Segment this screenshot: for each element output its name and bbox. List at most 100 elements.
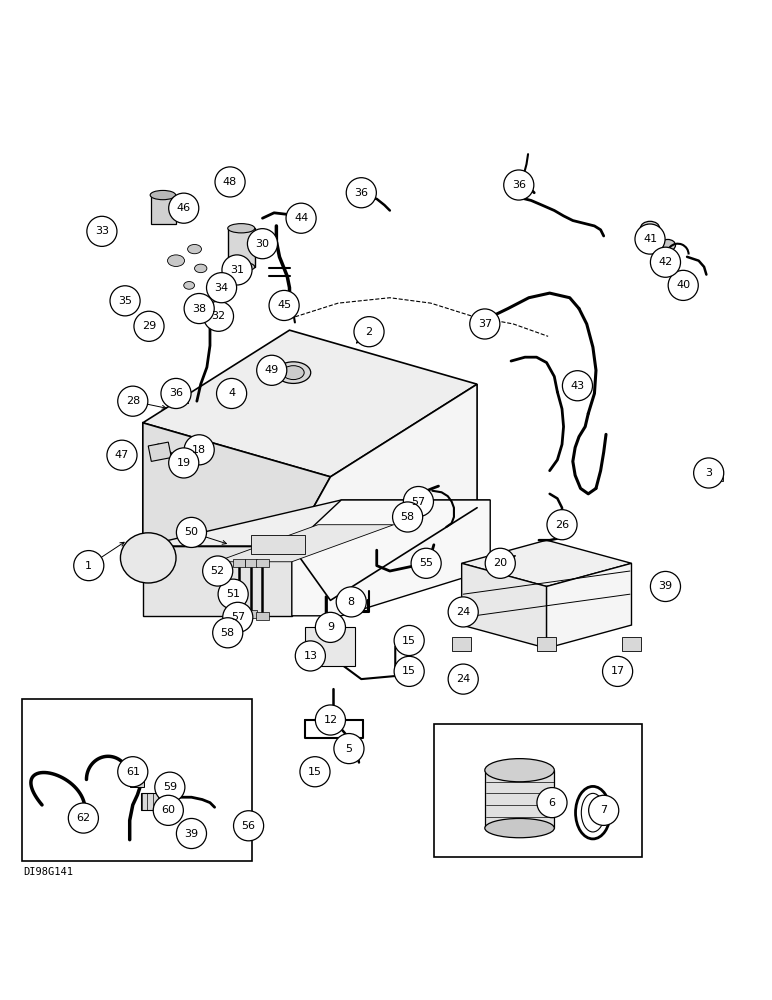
Circle shape [347, 178, 377, 208]
Text: 19: 19 [177, 458, 191, 468]
Circle shape [334, 734, 364, 764]
Text: 8: 8 [347, 597, 355, 607]
Ellipse shape [228, 262, 255, 271]
Circle shape [218, 579, 249, 609]
Circle shape [87, 216, 117, 246]
Circle shape [223, 602, 253, 632]
Polygon shape [228, 228, 255, 267]
Bar [245, 610, 257, 618]
Circle shape [486, 548, 516, 578]
Circle shape [168, 448, 199, 478]
Text: 37: 37 [478, 319, 492, 329]
Text: 39: 39 [185, 829, 198, 839]
Ellipse shape [120, 533, 176, 583]
Text: 17: 17 [611, 666, 625, 676]
Text: 28: 28 [126, 396, 140, 406]
Text: 60: 60 [161, 805, 175, 815]
Circle shape [154, 772, 185, 802]
FancyBboxPatch shape [161, 792, 178, 812]
Text: 47: 47 [115, 450, 129, 460]
Text: 1: 1 [85, 561, 93, 571]
Polygon shape [143, 546, 292, 616]
Circle shape [216, 378, 247, 409]
Circle shape [269, 290, 300, 321]
Text: 7: 7 [600, 805, 608, 815]
Text: 35: 35 [118, 296, 132, 306]
Text: 52: 52 [211, 566, 225, 576]
Text: 58: 58 [401, 512, 415, 522]
Text: 20: 20 [493, 558, 507, 568]
Text: 58: 58 [221, 628, 235, 638]
Bar [706, 471, 723, 481]
Circle shape [337, 587, 366, 617]
Bar [233, 607, 245, 614]
Circle shape [247, 229, 278, 259]
Text: 15: 15 [402, 636, 416, 646]
Circle shape [215, 167, 245, 197]
Text: 61: 61 [126, 767, 140, 777]
FancyBboxPatch shape [251, 535, 305, 554]
Text: 51: 51 [226, 589, 240, 599]
Circle shape [117, 386, 148, 416]
Circle shape [212, 618, 242, 648]
Circle shape [603, 656, 633, 686]
Circle shape [233, 811, 263, 841]
Bar [245, 559, 257, 567]
Bar [434, 724, 642, 857]
Polygon shape [143, 423, 330, 546]
Bar [622, 637, 641, 651]
Text: 13: 13 [303, 651, 317, 661]
Ellipse shape [228, 224, 255, 233]
Polygon shape [485, 770, 554, 828]
Polygon shape [292, 500, 490, 616]
Text: 32: 32 [212, 311, 225, 321]
Ellipse shape [191, 295, 202, 303]
Polygon shape [143, 330, 477, 477]
Bar [305, 627, 355, 666]
Text: 46: 46 [177, 203, 191, 213]
Circle shape [354, 317, 384, 347]
Circle shape [448, 664, 478, 694]
Text: 24: 24 [456, 607, 470, 617]
Circle shape [448, 597, 478, 627]
Circle shape [296, 641, 326, 671]
Text: 29: 29 [142, 321, 156, 331]
Circle shape [134, 311, 164, 341]
Bar [256, 559, 269, 567]
Bar [452, 637, 471, 651]
Text: 59: 59 [163, 782, 177, 792]
Polygon shape [143, 500, 490, 546]
Text: 43: 43 [571, 381, 584, 391]
Polygon shape [216, 525, 394, 562]
Text: 24: 24 [456, 674, 470, 684]
Text: 49: 49 [265, 365, 279, 375]
Circle shape [185, 435, 215, 465]
Circle shape [411, 548, 442, 578]
Circle shape [562, 371, 593, 401]
Circle shape [394, 656, 425, 686]
Circle shape [650, 571, 681, 602]
Circle shape [394, 625, 425, 656]
Text: 9: 9 [327, 622, 334, 632]
Circle shape [110, 286, 141, 316]
Ellipse shape [168, 255, 185, 266]
Bar [141, 793, 171, 810]
Circle shape [404, 486, 434, 517]
Text: 36: 36 [354, 188, 368, 198]
Circle shape [316, 705, 345, 735]
Polygon shape [151, 195, 176, 224]
Text: 30: 30 [256, 239, 269, 249]
Text: 38: 38 [192, 304, 206, 314]
Circle shape [537, 788, 567, 818]
Circle shape [202, 556, 233, 586]
Text: 36: 36 [512, 180, 526, 190]
Circle shape [547, 510, 577, 540]
Circle shape [316, 612, 345, 642]
Circle shape [117, 757, 148, 787]
Circle shape [107, 440, 137, 470]
Text: 57: 57 [231, 612, 245, 622]
Circle shape [694, 458, 724, 488]
Bar [130, 770, 144, 787]
Circle shape [669, 270, 699, 300]
Text: 41: 41 [643, 234, 657, 244]
